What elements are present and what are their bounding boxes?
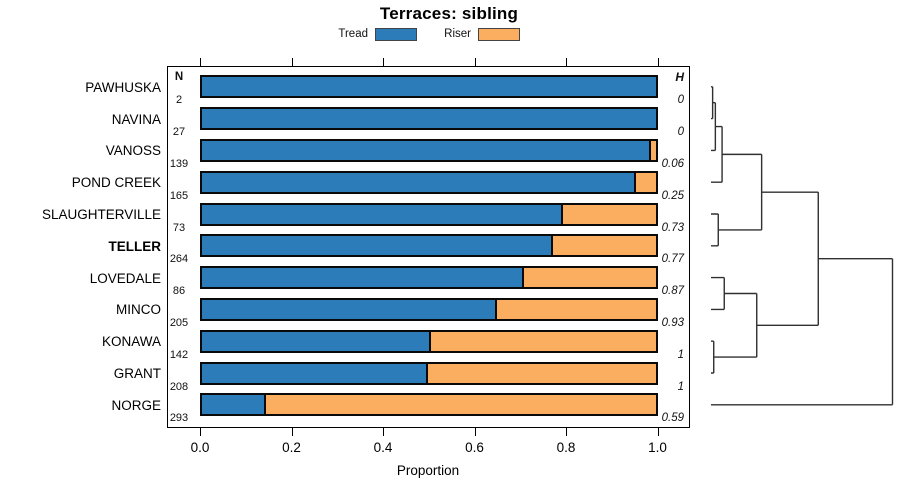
x-axis-top-tick: [474, 58, 476, 66]
n-value: 293: [169, 412, 189, 425]
x-axis-tick-label: 1.0: [648, 440, 667, 455]
x-axis-bottom-tick: [291, 428, 293, 436]
legend-swatch-riser: [478, 28, 520, 41]
site-label-konawa: KONAWA: [101, 334, 161, 350]
h-value: 0.06: [661, 157, 684, 170]
plot-area-frame: [167, 66, 690, 428]
n-value: 73: [172, 221, 186, 234]
h-value: 0.93: [661, 316, 684, 329]
x-axis-top-tick: [566, 58, 568, 66]
tread-segment: [202, 268, 524, 288]
x-axis-tick-label: 0.8: [556, 440, 576, 455]
bar-row-4: [200, 202, 658, 226]
bar-row-7: [200, 297, 658, 321]
x-axis-top-tick: [200, 58, 202, 66]
tread-segment: [202, 109, 656, 129]
legend-label-tread: Tread: [338, 28, 368, 40]
bar-row-2: [200, 138, 658, 162]
n-value: 205: [169, 316, 189, 329]
n-value: 86: [172, 285, 186, 298]
n-value: 27: [172, 126, 186, 139]
x-axis-tick-label: 0.0: [190, 440, 210, 455]
x-axis-top-tick: [657, 58, 659, 66]
h-column-header: H: [675, 70, 684, 84]
h-value: 0: [677, 126, 684, 139]
legend-swatch-tread: [375, 28, 417, 41]
h-value: 0.73: [661, 221, 684, 234]
tread-segment: [202, 299, 497, 319]
x-axis-bottom-tick: [566, 428, 568, 436]
h-value: 0.87: [661, 285, 684, 298]
x-axis-tick-label: 0.2: [282, 440, 301, 455]
n-value: 139: [169, 157, 189, 170]
n-value: 165: [169, 189, 189, 202]
bar-row-1: [200, 107, 658, 131]
h-value: 0.25: [661, 189, 684, 202]
bar-row-10: [200, 393, 658, 417]
bar-row-0: [200, 75, 658, 99]
x-axis-bottom-tick: [474, 428, 476, 436]
site-label-navina: NAVINA: [111, 111, 161, 127]
x-axis-bottom-tick: [200, 428, 202, 436]
h-value: 0.77: [661, 253, 684, 266]
bar-row-6: [200, 266, 658, 290]
chart-title: Terraces: sibling: [379, 4, 519, 23]
site-label-grant: GRANT: [113, 366, 161, 381]
tread-segment: [202, 395, 267, 415]
x-axis-bottom-tick: [383, 428, 385, 436]
site-label-slaughterville: SLAUGHTERVILLE: [41, 207, 161, 222]
x-axis-label: Proportion: [396, 463, 460, 478]
h-value: 0: [677, 94, 684, 107]
site-label-minco: MINCO: [116, 302, 161, 318]
tread-segment: [202, 331, 432, 351]
x-axis-bottom-tick: [657, 428, 659, 436]
h-value: 1: [677, 348, 684, 361]
site-label-pond-creek: POND CREEK: [71, 175, 161, 191]
x-axis-tick-label: 0.6: [465, 440, 484, 455]
bar-row-3: [200, 170, 658, 194]
n-value: 2: [175, 94, 183, 107]
x-axis-tick-label: 0.4: [373, 440, 393, 455]
site-label-norge: NORGE: [111, 397, 161, 413]
site-label-vanoss: VANOSS: [105, 143, 161, 159]
n-column-header: N: [174, 71, 184, 83]
n-value: 208: [169, 380, 189, 393]
tread-segment: [202, 236, 554, 256]
x-axis-top-tick: [383, 58, 385, 66]
tread-segment: [202, 172, 636, 192]
site-label-teller: TELLER: [108, 238, 162, 254]
tread-segment: [202, 204, 563, 224]
bar-row-5: [200, 234, 658, 258]
bar-row-9: [200, 361, 658, 385]
tread-segment: [202, 363, 428, 383]
tread-segment: [202, 77, 656, 97]
tread-segment: [202, 140, 651, 160]
n-value: 142: [169, 348, 189, 361]
site-label-lovedale: LOVEDALE: [89, 270, 161, 286]
n-value: 264: [169, 253, 189, 266]
x-axis-top-tick: [291, 58, 293, 66]
h-value: 1: [677, 380, 684, 393]
h-value: 0.59: [661, 412, 684, 425]
site-label-pawhuska: PAWHUSKA: [85, 79, 161, 95]
legend-label-riser: Riser: [444, 28, 471, 40]
bar-row-8: [200, 329, 658, 353]
